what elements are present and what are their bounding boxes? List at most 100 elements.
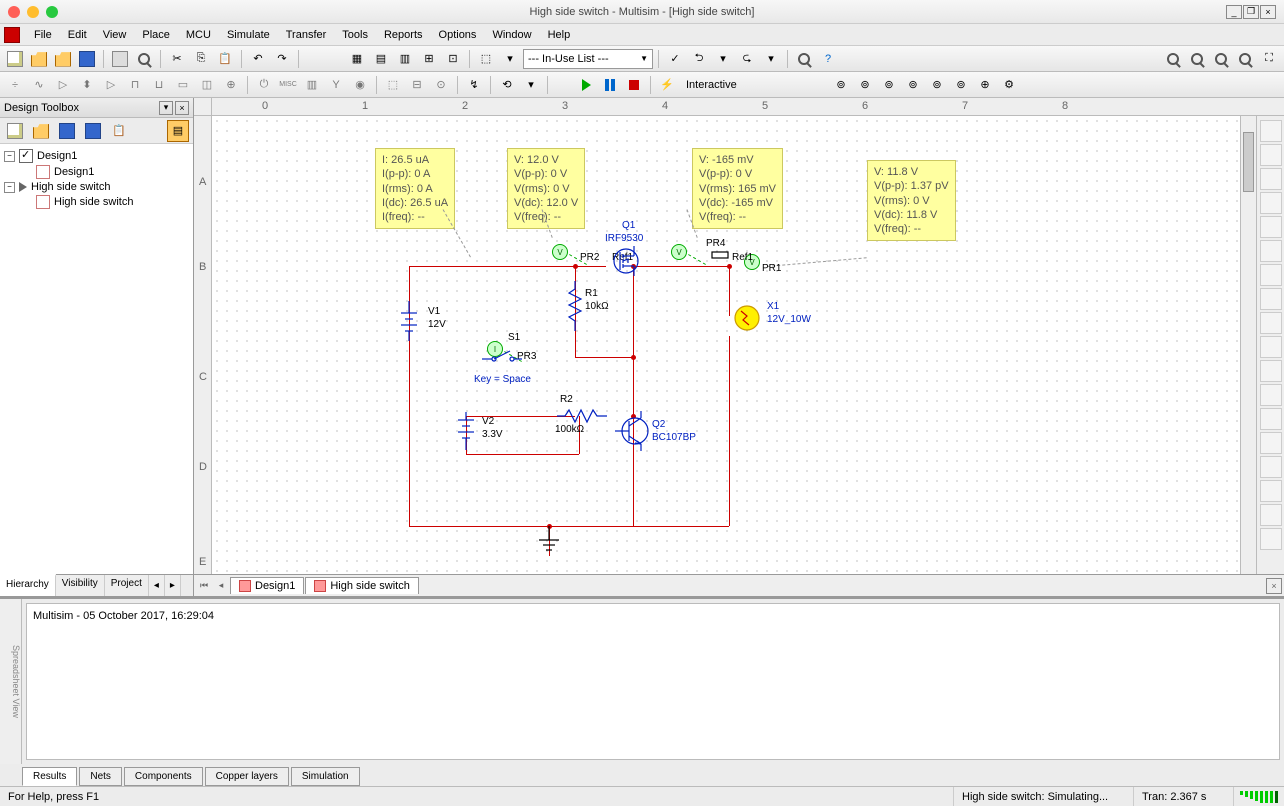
menu-file[interactable]: File <box>26 27 60 43</box>
instr5-button[interactable] <box>1260 216 1282 238</box>
place-src-button[interactable]: ÷ <box>4 74 26 96</box>
grid2-button[interactable]: ▤ <box>370 48 392 70</box>
component-ref[interactable] <box>710 250 730 260</box>
pause-button[interactable] <box>599 74 621 96</box>
place-basic-button[interactable]: ∿ <box>28 74 50 96</box>
help-button[interactable]: ? <box>817 48 839 70</box>
minimize-icon[interactable] <box>27 6 39 18</box>
collapse-icon[interactable]: − <box>4 151 15 162</box>
tab-nav-prev[interactable]: ◂ <box>213 578 229 594</box>
place-misc2-button[interactable]: MISC <box>277 74 299 96</box>
tree-highside-child[interactable]: High side switch <box>4 194 189 210</box>
component-q1[interactable] <box>606 246 646 276</box>
nav-dd1-button[interactable]: ▾ <box>712 48 734 70</box>
instr2-button[interactable] <box>1260 144 1282 166</box>
sheet2-button[interactable]: ⊡ <box>442 48 464 70</box>
instr10-button[interactable] <box>1260 336 1282 358</box>
collapse-icon[interactable]: − <box>4 182 15 193</box>
place-pwr-button[interactable]: ⏻ <box>253 74 275 96</box>
component-q2[interactable] <box>615 411 655 451</box>
zoom-out-button[interactable] <box>1186 48 1208 70</box>
instr1-button[interactable] <box>1260 120 1282 142</box>
place-rf-button[interactable]: Y <box>325 74 347 96</box>
place-hier-button[interactable]: ⬚ <box>382 74 404 96</box>
menu-transfer[interactable]: Transfer <box>278 27 335 43</box>
instr4-button[interactable] <box>1260 192 1282 214</box>
grid-button[interactable]: ▦ <box>346 48 368 70</box>
tb-save-button[interactable] <box>56 120 78 142</box>
instr11-button[interactable] <box>1260 360 1282 382</box>
scrollbar-vertical[interactable] <box>1240 116 1256 574</box>
an4-button[interactable]: ⊚ <box>902 74 924 96</box>
place-ttl-button[interactable]: ⊓ <box>124 74 146 96</box>
sheet-button[interactable]: ⊞ <box>418 48 440 70</box>
tb-new-button[interactable] <box>4 120 26 142</box>
close-icon[interactable] <box>8 6 20 18</box>
tab-nav-first[interactable]: ⏮ <box>196 578 212 594</box>
inuse-list-dropdown[interactable]: --- In-Use List ---▼ <box>523 49 653 69</box>
instr9-button[interactable] <box>1260 312 1282 334</box>
mdi-close-icon[interactable]: × <box>1260 5 1276 19</box>
toolbox-close-icon[interactable]: × <box>175 101 189 115</box>
component-r2[interactable] <box>557 408 607 424</box>
scrollbar-thumb[interactable] <box>1243 132 1254 192</box>
place-em-button[interactable]: ◉ <box>349 74 371 96</box>
zoom-fit-button[interactable] <box>1234 48 1256 70</box>
tb-saveall-button[interactable] <box>82 120 104 142</box>
place-probe-button[interactable]: ↯ <box>463 74 485 96</box>
an1-button[interactable]: ⊚ <box>830 74 852 96</box>
tree-design1-child[interactable]: Design1 <box>4 164 189 180</box>
instr16-button[interactable] <box>1260 480 1282 502</box>
tab-simulation[interactable]: Simulation <box>291 767 360 786</box>
instr12-button[interactable] <box>1260 384 1282 406</box>
component-v1[interactable] <box>401 301 431 341</box>
tab-components[interactable]: Components <box>124 767 203 786</box>
component-gnd[interactable] <box>537 526 561 556</box>
menu-edit[interactable]: Edit <box>60 27 95 43</box>
undo-button[interactable]: ↶ <box>247 48 269 70</box>
probe-pr4[interactable] <box>671 244 687 260</box>
tab-hierarchy[interactable]: Hierarchy <box>0 574 56 596</box>
copy-button[interactable]: ⎘ <box>190 48 212 70</box>
nav-fwd-button[interactable]: ⮎ <box>736 48 758 70</box>
mdi-min-icon[interactable]: _ <box>1226 5 1242 19</box>
cut-button[interactable]: ✂ <box>166 48 188 70</box>
run-button[interactable] <box>575 74 597 96</box>
tab-nets[interactable]: Nets <box>79 767 122 786</box>
tab-nav-right[interactable]: ▸ <box>165 575 181 596</box>
tb-paste-button[interactable]: 📋 <box>108 120 130 142</box>
fullscreen-button[interactable]: ⛶ <box>1258 48 1280 70</box>
place-mixed-button[interactable]: ◫ <box>196 74 218 96</box>
menu-simulate[interactable]: Simulate <box>219 27 278 43</box>
stop-button[interactable] <box>623 74 645 96</box>
comp2-button[interactable]: ▾ <box>499 48 521 70</box>
tree-highside-root[interactable]: − High side switch <box>4 180 189 194</box>
instr15-button[interactable] <box>1260 456 1282 478</box>
tab-project[interactable]: Project <box>105 575 149 596</box>
instr7-button[interactable] <box>1260 264 1282 286</box>
comp1-button[interactable]: ⬚ <box>475 48 497 70</box>
an3-button[interactable]: ⊚ <box>878 74 900 96</box>
menu-help[interactable]: Help <box>540 27 579 43</box>
tab-highside[interactable]: High side switch <box>305 577 418 594</box>
interactive-icon[interactable]: ⚡ <box>656 74 678 96</box>
place-analog-button[interactable]: ▷ <box>100 74 122 96</box>
an5-button[interactable]: ⊚ <box>926 74 948 96</box>
tree-design1-root[interactable]: − Design1 <box>4 148 189 164</box>
tab-results[interactable]: Results <box>22 767 77 786</box>
tb-layers-button[interactable]: ▤ <box>167 120 189 142</box>
instr14-button[interactable] <box>1260 432 1282 454</box>
probe-pr2[interactable] <box>552 244 568 260</box>
tab-close-icon[interactable]: × <box>1266 578 1282 594</box>
instr18-button[interactable] <box>1260 528 1282 550</box>
place-diode-button[interactable]: ▷ <box>52 74 74 96</box>
an6-button[interactable]: ⊚ <box>950 74 972 96</box>
preview-button[interactable] <box>133 48 155 70</box>
an7-button[interactable]: ⊕ <box>974 74 996 96</box>
rotate-dd-button[interactable]: ▾ <box>520 74 542 96</box>
toolbox-pin-icon[interactable]: ▾ <box>159 101 173 115</box>
tb-open-button[interactable] <box>30 120 52 142</box>
rotate-button[interactable]: ⟲ <box>496 74 518 96</box>
menu-reports[interactable]: Reports <box>376 27 431 43</box>
instr6-button[interactable] <box>1260 240 1282 262</box>
